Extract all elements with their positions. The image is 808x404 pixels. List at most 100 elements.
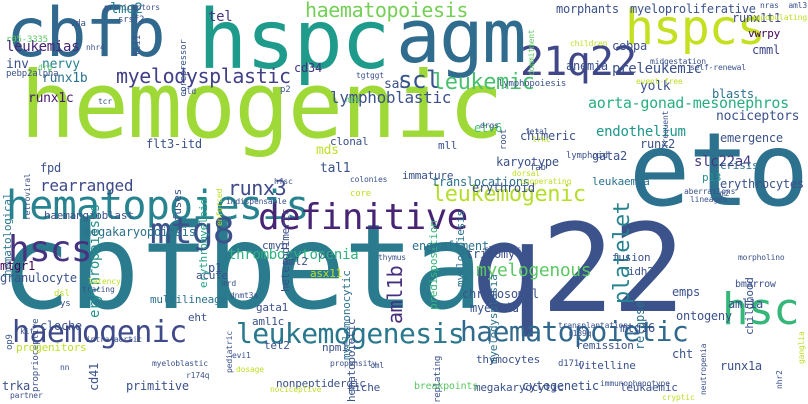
cloud-word: trkc [532, 135, 551, 144]
cloud-word: leukemogenesis [236, 317, 465, 350]
cloud-word: predisposition [427, 220, 440, 310]
cloud-word: idh2 [628, 265, 654, 278]
cloud-word: slc22a4 [694, 154, 752, 170]
cloud-word: trisomy [466, 247, 515, 261]
cloud-word: transplantation [558, 321, 628, 330]
cloud-word: nervy [42, 57, 80, 72]
cloud-word: p2 [280, 85, 291, 95]
cloud-word: hspcs [625, 0, 766, 56]
cloud-word: cooperating [520, 177, 572, 186]
cloud-word: thymocytes [476, 353, 541, 366]
cloud-word: hfsc [274, 177, 293, 186]
cloud-word: remission [576, 339, 634, 352]
cloud-word: agm [396, 0, 527, 80]
cloud-word: dosage [236, 365, 264, 374]
cloud-word: haematopoietic [460, 315, 689, 348]
cloud-word: granulocyte [0, 271, 77, 285]
cloud-word: replating [433, 355, 443, 403]
cloud-word: vif [318, 251, 332, 260]
cloud-word: erythrocytes [720, 177, 804, 191]
cloud-word: aml1c [252, 315, 285, 328]
cloud-word: fab [530, 163, 546, 173]
cloud-word: drgs [480, 121, 499, 130]
cloud-word: mpo [346, 95, 360, 104]
cloud-word: cbfb [6, 0, 166, 73]
cloud-word: mtgr1 [0, 259, 35, 273]
cloud-word: children [570, 39, 608, 48]
cloud-word: chimeric [520, 129, 576, 143]
cloud-word: tal1 [320, 161, 351, 176]
cloud-word: fetal [525, 127, 549, 136]
cloud-word: thymus [378, 253, 406, 262]
cloud-word: retroviral [23, 173, 32, 220]
cloud-word: yolk [640, 79, 671, 94]
cloud-word: leukaemia [592, 175, 650, 188]
cloud-word: fusion [612, 251, 651, 264]
cloud-word: hemogenic [20, 52, 504, 159]
cloud-word: drg [38, 63, 52, 72]
cloud-word: cht [672, 347, 693, 361]
cloud-word: self-renewal [690, 63, 746, 72]
cloud-word: nociceptors [716, 109, 800, 124]
cloud-word: haemangioblast [44, 209, 134, 222]
cloud-word: myelodysplastic [116, 64, 291, 88]
cloud-word: lymphopoiesis [498, 79, 567, 89]
cloud-word: op9 [5, 334, 15, 350]
cloud-word: ganglia [797, 331, 806, 364]
cloud-word: hscs [8, 229, 93, 270]
cloud-word: acute [196, 269, 229, 282]
cloud-word: commitment [527, 29, 536, 76]
cloud-word: karyotype [496, 155, 559, 169]
cloud-word: aml1b [383, 265, 407, 324]
cloud-word: endothelium [596, 124, 686, 140]
cloud-word: fli1 [133, 35, 143, 56]
cloud-word: etv6 [474, 121, 502, 135]
cloud-word: frequent [661, 110, 670, 148]
cloud-word: crisis [720, 159, 759, 172]
cloud-word: kit [20, 327, 34, 336]
cloud-word: gata1 [256, 301, 289, 314]
cloud-word: dsl [54, 289, 70, 299]
cloud-word: cmyb [262, 239, 288, 252]
cloud-word: npm1 [322, 341, 348, 354]
cloud-word: runx1b [42, 71, 88, 86]
cloud-word: morpholino [738, 253, 785, 262]
cloud-word: morphants [556, 2, 619, 16]
cloud-word: asx11 [310, 267, 343, 280]
cloud-word: trka [2, 379, 30, 393]
cloud-word: thrombocytopenia [228, 247, 359, 263]
cloud-word: tracing [82, 285, 115, 294]
cloud-word: breakpoints [414, 381, 479, 392]
cloud-word: hspc [198, 0, 391, 88]
cloud-word: nhr4 [86, 43, 105, 52]
cloud-word: lineages [690, 195, 728, 204]
cloud-word: leukemogenic [432, 182, 586, 207]
cloud-word: r05-3335 [6, 35, 48, 45]
cloud-word: hsc [722, 284, 800, 335]
cloud-word: leukemic [432, 70, 535, 95]
cloud-word: haemogenic [12, 315, 187, 350]
cloud-word: neutropenia [699, 343, 708, 395]
cloud-word: m2 [720, 189, 730, 198]
cloud-word: aorta-gonad-mesonephros [588, 94, 789, 112]
cloud-word: dld [182, 87, 196, 96]
cloud-word: nras [760, 1, 779, 10]
cloud-word: cd41 [87, 363, 101, 391]
cloud-word: translocations [432, 175, 530, 189]
cloud-word: 21q22 [520, 39, 637, 85]
cloud-word: tcr [98, 97, 112, 106]
cloud-word: erythroid [472, 181, 535, 195]
cloud-word: megakaryopoiesis [84, 225, 196, 239]
cloud-word: root [499, 129, 509, 150]
cloud-word: pruriceptors [104, 3, 160, 12]
cloud-word: fpd [40, 161, 61, 175]
cloud-word: nociceptive [270, 385, 322, 394]
cloud-word: mll [438, 139, 458, 152]
cloud-word: aml2 [282, 255, 308, 268]
cloud-word: aml1a [728, 297, 763, 311]
cloud-word: partner [10, 391, 43, 400]
cloud-word: nn [60, 363, 70, 372]
cloud-word: primitive [126, 379, 189, 393]
cloud-word: tel [208, 9, 233, 25]
